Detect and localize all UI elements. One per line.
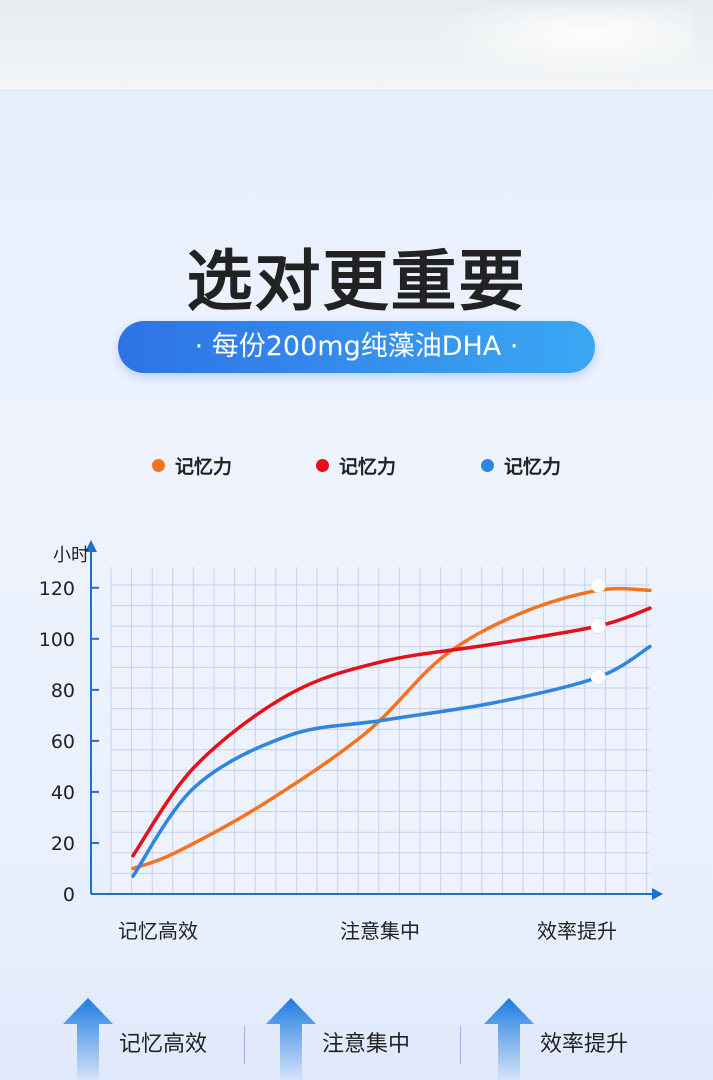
x-category-label: 注意集中 [340,919,420,943]
divider [244,1026,245,1064]
y-tick-label: 20 [51,833,75,855]
benefit-label: 效率提升 [540,1032,629,1057]
header-banner-image [0,0,713,91]
x-axis-arrow-icon [652,888,663,900]
legend-label: 记忆力 [339,455,397,478]
legend-dot-orange [152,458,165,472]
benefit-row: 记忆高效 注意集中 效率提升 [0,996,713,1080]
y-axis-arrow-icon [85,540,97,552]
highlight-point-orange [590,577,607,594]
legend-item-red: 记忆力 [316,452,396,478]
benefit-label: 注意集中 [322,1032,411,1057]
legend-item-blue: 记忆力 [481,452,561,478]
subtitle-pill: · 每份200mg纯藻油DHA · [118,321,595,373]
benefit-label: 记忆高效 [119,1032,208,1057]
x-category-label: 记忆高效 [118,919,198,943]
divider [460,1026,461,1064]
x-category-label: 效率提升 [537,919,617,943]
highlight-point-blue [590,669,607,686]
y-tick-label: 40 [51,782,75,804]
chart-legend: 记忆力 记忆力 记忆力 [0,452,713,478]
y-tick-label: 100 [39,629,75,651]
legend-label: 记忆力 [504,455,562,478]
page-title: 选对更重要 [186,243,527,320]
y-tick-label: 60 [51,731,75,753]
legend-label: 记忆力 [175,455,233,478]
up-arrow-icon [63,998,113,1080]
series-line-orange [131,586,652,871]
line-chart: 小时 0 20 40 60 80 100 120 记忆高效 注意集中 效率提升 [39,540,663,943]
series-line-red [131,606,652,858]
y-tick-label: 120 [39,578,75,600]
legend-item-orange: 记忆力 [152,452,232,478]
y-tick-label: 80 [51,680,75,702]
series-line-blue [131,644,652,878]
up-arrow-icon [266,998,316,1080]
y-tick-label: 0 [63,884,75,906]
highlight-point-red [590,618,607,635]
up-arrow-icon [484,998,534,1080]
y-axis-unit-label: 小时 [53,545,89,566]
legend-dot-red [316,458,329,472]
legend-dot-blue [481,458,494,472]
